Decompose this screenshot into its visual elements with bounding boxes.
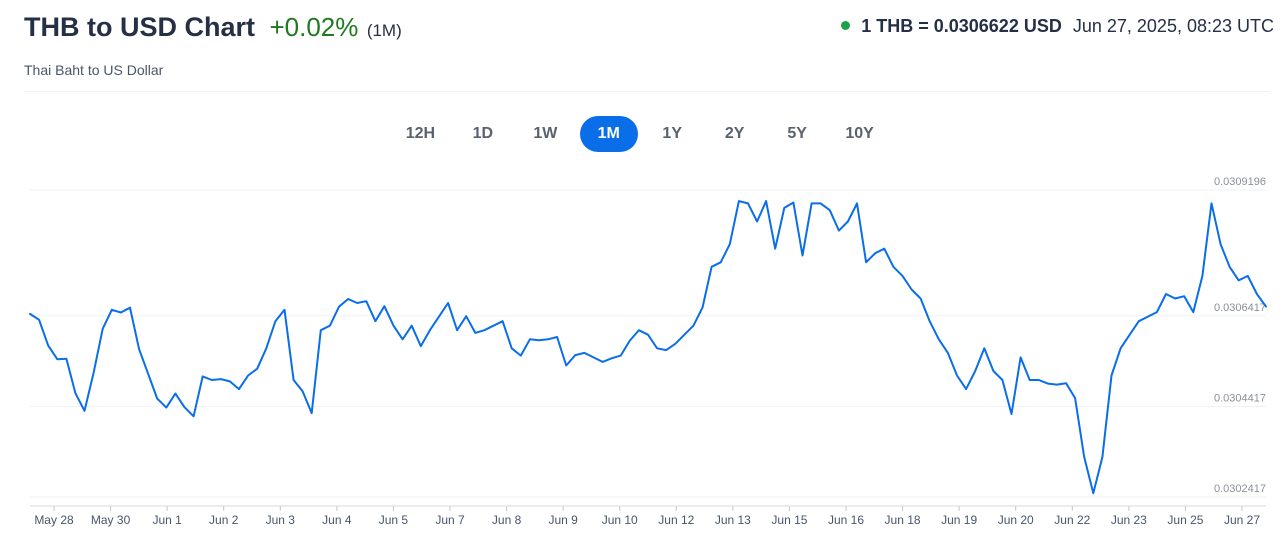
tab-1m[interactable]: 1M — [579, 116, 638, 152]
percent-change: +0.02% — [269, 12, 359, 42]
change-period: (1M) — [366, 21, 402, 40]
current-rate: 1 THB = 0.0306622 USD — [861, 16, 1062, 36]
x-tick-label: Jun 19 — [941, 513, 977, 527]
x-tick-label: Jun 9 — [548, 513, 578, 527]
x-tick-label: Jun 22 — [1054, 513, 1090, 527]
rate-series-line — [29, 200, 1267, 495]
x-tick-label: May 30 — [91, 513, 131, 527]
tab-1y[interactable]: 1Y — [644, 116, 700, 152]
header-divider — [24, 91, 1270, 92]
tab-2y[interactable]: 2Y — [707, 116, 763, 152]
y-tick-label: 0.0309196 — [1214, 176, 1266, 188]
tab-1d[interactable]: 1D — [455, 116, 511, 152]
rate-timestamp: Jun 27, 2025, 08:23 UTC — [1072, 16, 1274, 36]
x-tick-label: Jun 13 — [715, 513, 751, 527]
tab-12h[interactable]: 12H — [392, 116, 448, 152]
x-tick-label: Jun 3 — [266, 513, 296, 527]
y-tick-label: 0.0302417 — [1214, 483, 1266, 495]
chart-header: THB to USD Chart +0.02% (1M) Thai Baht t… — [24, 10, 1274, 85]
rate-row: 1 THB = 0.0306622 USD Jun 27, 2025, 08:2… — [841, 16, 1274, 37]
x-tick-label: May 28 — [34, 513, 74, 527]
x-tick-label: Jun 1 — [152, 513, 182, 527]
y-tick-label: 0.0306417 — [1214, 302, 1266, 314]
x-tick-label: Jun 8 — [492, 513, 522, 527]
x-tick-label: Jun 7 — [435, 513, 465, 527]
x-tick-label: Jun 23 — [1111, 513, 1147, 527]
x-tick-label: Jun 27 — [1224, 513, 1260, 527]
x-tick-label: Jun 18 — [885, 513, 921, 527]
tab-10y[interactable]: 10Y — [832, 116, 888, 152]
x-tick-label: Jun 20 — [998, 513, 1034, 527]
page-title: THB to USD Chart — [24, 12, 255, 42]
title-row: THB to USD Chart +0.02% (1M) — [24, 12, 402, 43]
x-tick-label: Jun 15 — [771, 513, 807, 527]
x-tick-label: Jun 16 — [828, 513, 864, 527]
x-tick-label: Jun 12 — [658, 513, 694, 527]
live-status-dot-icon — [841, 21, 851, 30]
page-subtitle: Thai Baht to US Dollar — [24, 62, 164, 78]
x-tick-label: Jun 4 — [322, 513, 352, 527]
x-tick-label: Jun 10 — [602, 513, 638, 527]
x-tick-label: Jun 5 — [379, 513, 409, 527]
tab-5y[interactable]: 5Y — [769, 116, 825, 152]
timeframe-tabs: 12H 1D 1W 1M 1Y 2Y 5Y 10Y — [0, 116, 1280, 152]
x-tick-label: Jun 25 — [1167, 513, 1203, 527]
x-tick-label: Jun 2 — [209, 513, 239, 527]
y-tick-label: 0.0304417 — [1214, 392, 1266, 404]
tab-1w[interactable]: 1W — [517, 116, 573, 152]
